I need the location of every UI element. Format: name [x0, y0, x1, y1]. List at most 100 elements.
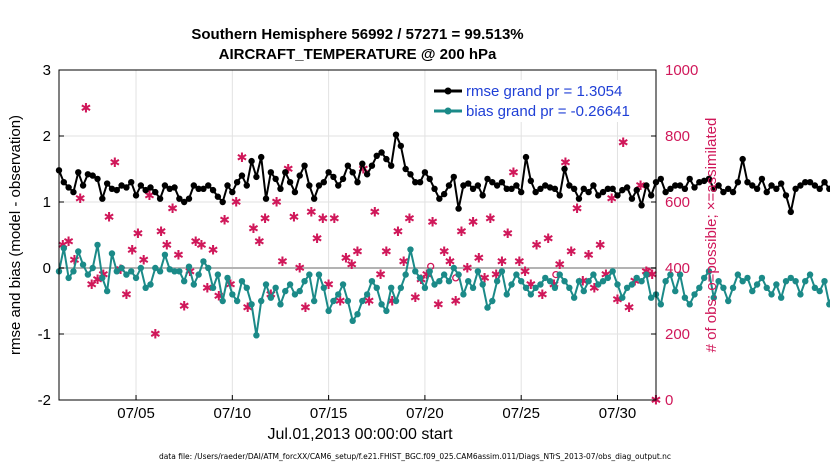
obs-assimilated-marker: ✱	[525, 277, 536, 292]
legend-bias-marker	[444, 107, 452, 115]
obs-assimilated-marker: ✱	[236, 150, 247, 165]
rmse-point	[224, 182, 231, 189]
bias-point	[647, 294, 655, 301]
rmse-point	[623, 184, 631, 191]
bias-point	[604, 274, 612, 282]
rmse-point	[662, 188, 669, 196]
bias-series	[55, 241, 830, 339]
obs-assimilated-marker: ✱	[583, 247, 594, 262]
bias-point	[113, 268, 120, 275]
obs-assimilated-marker: ✱	[381, 244, 392, 259]
obs-assimilated-marker: ✱	[231, 195, 242, 210]
rmse-point	[402, 165, 409, 173]
bias-point	[128, 268, 135, 275]
bias-point	[503, 291, 510, 298]
legend-box	[430, 80, 652, 122]
obs-assimilated-marker: ✱	[404, 211, 415, 226]
obs-assimilated-marker: ✱	[346, 257, 357, 272]
obs-assimilated-marker: ✱	[283, 162, 294, 177]
bias-point	[619, 294, 626, 301]
bias-point	[638, 278, 645, 285]
bias-point	[286, 281, 294, 288]
bias-point	[542, 274, 549, 282]
bias-point	[142, 284, 149, 291]
rmse-point	[137, 182, 145, 189]
rmse-point	[647, 192, 655, 199]
rmse-point	[445, 182, 453, 189]
bias-point	[681, 294, 689, 301]
obs-assimilated-marker: ✱	[156, 224, 167, 239]
rmse-point	[233, 179, 241, 186]
bias-point	[532, 284, 539, 291]
rmse-point	[60, 179, 68, 186]
rmse-point	[335, 182, 342, 189]
obs-assimilated-marker: ✱	[202, 280, 213, 295]
obs-assimilated-marker: ✱	[335, 294, 346, 309]
rmse-point	[253, 173, 260, 181]
obs-assimilated-marker: ✱	[196, 237, 207, 252]
bias-point	[705, 268, 713, 275]
rmse-point	[185, 195, 193, 202]
rmse-point	[816, 185, 823, 192]
bias-point	[599, 278, 607, 285]
obs-assimilated-marker: ✱	[560, 155, 571, 170]
rmse-point	[205, 182, 212, 189]
rmse-point	[508, 185, 515, 192]
bias-point	[166, 266, 173, 273]
bias-point	[585, 278, 592, 285]
rmse-point	[277, 185, 284, 192]
bias-point	[551, 284, 559, 291]
obs-assimilated-marker: ✱	[462, 261, 473, 276]
bias-point	[710, 294, 717, 301]
bias-point	[253, 332, 260, 339]
rmse-point	[590, 182, 597, 189]
obs-assimilated-marker: ✱	[161, 237, 172, 252]
obs-assimilated-marker: ✱	[410, 290, 421, 305]
obs-assimilated-marker: ✱	[144, 188, 155, 203]
bias-point	[450, 264, 457, 272]
bias-point	[739, 278, 746, 285]
obs-assimilated-marker: ✱	[531, 237, 542, 252]
obs-assimilated-marker: ✱	[254, 234, 265, 249]
rmse-point	[580, 185, 587, 192]
obs-assimilated-marker: ✱	[208, 242, 219, 257]
rmse-point	[725, 185, 732, 192]
rmse-point	[229, 188, 236, 196]
obs-assimilated-marker: ✱	[121, 287, 132, 302]
y-axis-label-left: rmse and bias (model - observation)	[7, 115, 24, 355]
y-tick-label-left: 2	[43, 128, 51, 145]
rmse-point	[715, 182, 722, 189]
bias-point	[118, 264, 125, 272]
rmse-point	[310, 195, 318, 202]
rmse-point	[686, 175, 693, 183]
rmse-point	[556, 192, 563, 199]
obs-assimilated-marker: ✱	[260, 211, 271, 226]
rmse-point	[282, 169, 289, 176]
obs-assimilated-marker: ✱	[306, 204, 317, 219]
bias-point	[595, 281, 602, 288]
bias-point	[330, 297, 337, 305]
rmse-point	[633, 186, 640, 194]
rmse-point	[797, 182, 804, 189]
obs-assimilated-marker: ✱	[69, 252, 80, 267]
x-axis-label: Jul.01,2013 00:00:00 start	[267, 426, 453, 443]
y-axis-label-right: # of obs: o=possible; ×=assimilated	[703, 118, 720, 353]
bias-point	[407, 246, 414, 253]
bias-point	[561, 278, 568, 285]
bias-point	[527, 291, 535, 298]
rmse-point	[89, 172, 96, 179]
y-tick-label-right: 1000	[665, 62, 698, 79]
bias-point	[667, 271, 674, 278]
obs-assimilated-marker: ✱	[81, 100, 92, 115]
rmse-point	[84, 171, 92, 178]
rmse-point	[705, 175, 713, 183]
y-tick-label-left: -1	[38, 326, 51, 343]
rmse-point	[455, 205, 462, 212]
bias-point	[580, 287, 587, 295]
y-tick-label-left: 1	[43, 194, 51, 211]
bias-point	[94, 241, 101, 249]
obs-assimilated-marker: ✱	[98, 267, 109, 282]
obs-assimilated-marker: ✱	[485, 211, 496, 226]
bias-point	[469, 284, 477, 291]
rmse-point	[522, 153, 530, 161]
